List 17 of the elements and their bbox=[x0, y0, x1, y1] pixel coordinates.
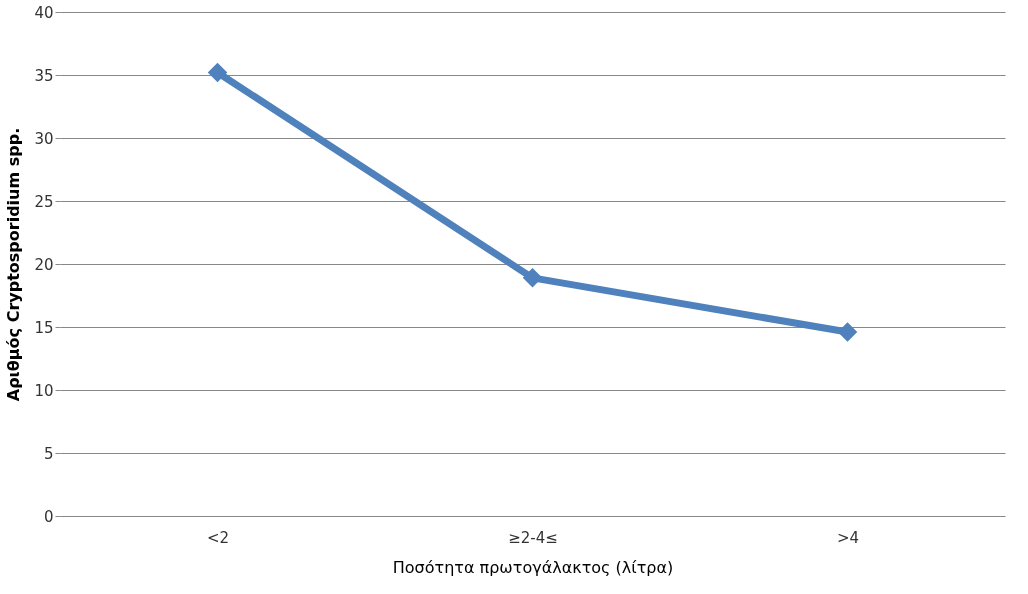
x-axis-title: Ποσότητα πρωτογάλακτος (λίτρα) bbox=[392, 557, 674, 577]
y-tick-label: 0 bbox=[43, 507, 54, 526]
point bbox=[207, 62, 228, 83]
y-tick-label: 5 bbox=[43, 444, 54, 463]
y-tick-label: 15 bbox=[34, 318, 54, 337]
x-tick-label: >4 bbox=[836, 528, 860, 547]
y-tick-label: 20 bbox=[34, 255, 54, 274]
y-tick-label: 30 bbox=[34, 129, 54, 148]
y-tick-label: 25 bbox=[34, 192, 54, 211]
y-tick-label: 40 bbox=[34, 3, 54, 22]
y-tick-label: 10 bbox=[34, 381, 54, 400]
point bbox=[522, 268, 543, 288]
y-tick-label: 35 bbox=[34, 66, 54, 85]
x-tick-label: ≥2-4≤ bbox=[508, 528, 558, 547]
x-tick-label: <2 bbox=[206, 528, 230, 547]
point bbox=[837, 322, 858, 342]
y-axis-title: Αριθμός Cryptosporidium spp. bbox=[4, 127, 24, 402]
